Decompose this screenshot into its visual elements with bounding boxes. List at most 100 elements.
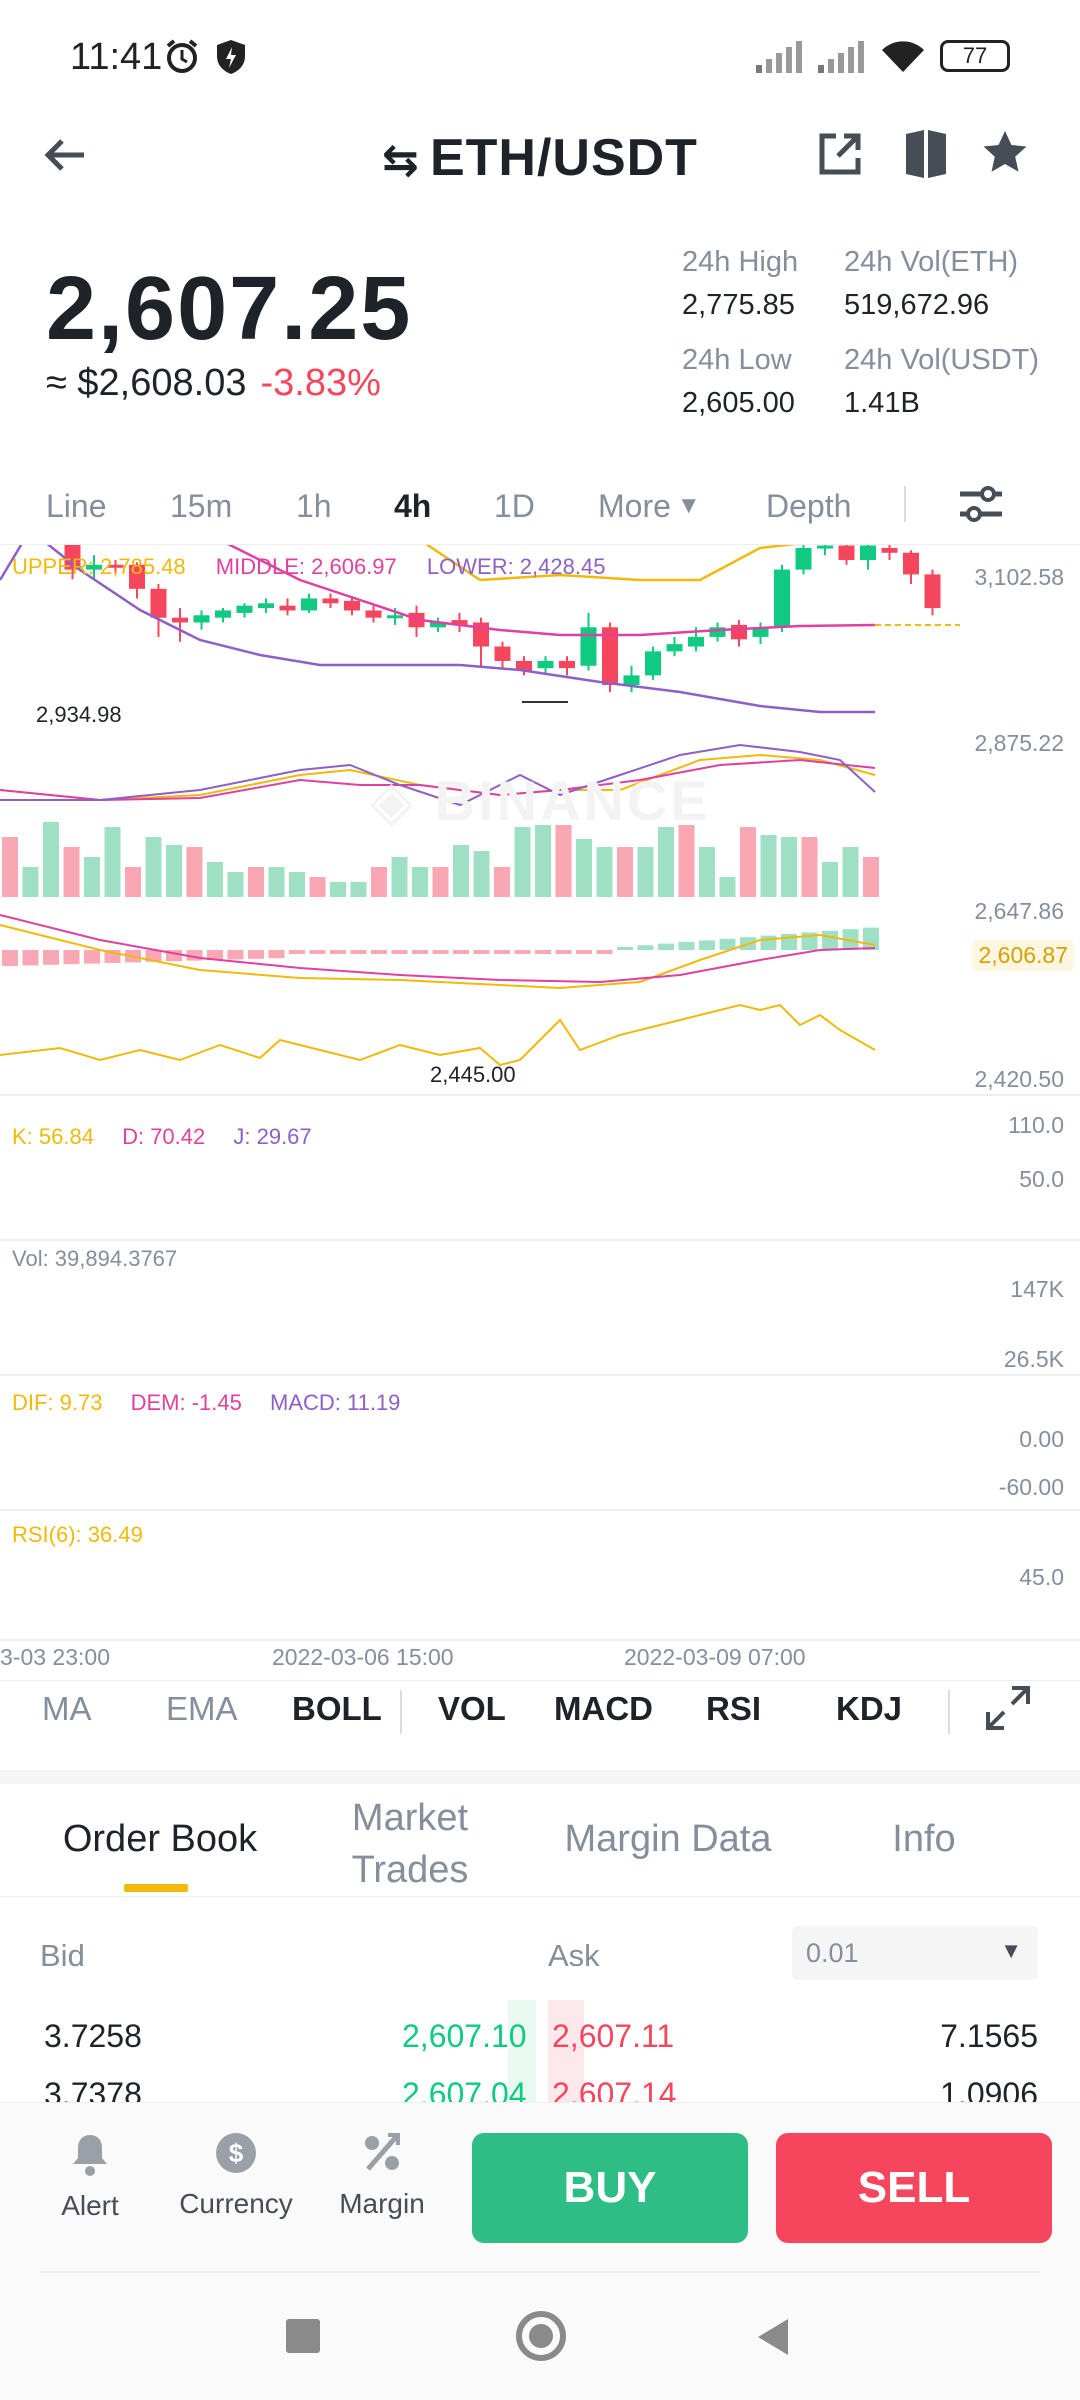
tab-more-label: More [598,488,671,524]
indicator-tabs: MA EMA BOLL VOL MACD RSI KDJ [0,1686,1080,1760]
last-price: 2,607.25 [46,259,413,359]
volume-bar [740,827,756,897]
tab-15m[interactable]: 15m [170,488,233,524]
boll-lower-line [0,528,875,714]
tab-active-indicator [124,1884,188,1892]
indicator-ema[interactable]: EMA [166,1690,238,1727]
macd-bar [576,950,592,954]
alert-button[interactable]: Alert [20,2131,160,2222]
macd-axis-2: -60.00 [998,1474,1064,1500]
macd-bar [371,950,387,954]
candle-body [279,605,296,611]
kdj-legend: K: 56.84 D: 70.42 J: 29.67 [12,1124,312,1150]
high-marker: 2,934.98 [36,702,122,727]
margin-button[interactable]: Margin [312,2131,452,2220]
back-nav-icon[interactable] [754,2317,790,2362]
bid-qty: 3.7258 [44,2018,142,2054]
volume-bar [350,882,367,897]
tab-1d[interactable]: 1D [494,488,535,524]
indicator-divider [948,1690,950,1734]
buy-button[interactable]: BUY [472,2133,748,2243]
precision-select[interactable]: 0.01 ▼ [792,1926,1038,1980]
candle-body [129,564,145,589]
tab-market-trades[interactable]: Market Trades [351,1797,469,1891]
kline-chart[interactable] [0,384,1080,1645]
price-axis-4: 2,420.50 [974,1066,1064,1092]
macd-bar [658,943,674,950]
battery-level: 77 [962,43,988,68]
stat-vol-usdt: 24h Vol(USDT) 1.41B [844,344,1039,420]
share-icon[interactable] [816,130,864,183]
binance-watermark: ◈ BINANCE [370,768,711,834]
kdj-d-line [0,758,876,802]
volume-bar [658,827,674,897]
macd-bar [494,950,510,954]
candle-body [709,627,726,637]
macd-bar [350,950,367,954]
indicator-boll[interactable]: BOLL [292,1690,382,1727]
macd-bar [760,935,777,950]
caret-down-icon: ▼ [676,492,701,519]
macd-dif-label: DIF: 9.73 [12,1390,103,1415]
indicator-rsi[interactable]: RSI [706,1690,762,1727]
volume-bar [514,827,531,897]
bid-price[interactable]: 2,607.10 [402,2018,527,2054]
rsi-legend: RSI(6): 36.49 [12,1522,143,1547]
tab-margin-data[interactable]: Margin Data [564,1818,772,1860]
indicator-macd[interactable]: MACD [554,1690,653,1727]
macd-bar [617,946,633,950]
candle-body [688,636,704,647]
boll-middle-label: MIDDLE: 2,606.97 [215,554,397,579]
currency-button[interactable]: $ Currency [166,2131,306,2220]
section-separator [0,1770,1080,1784]
book-icon[interactable] [902,128,950,185]
macd-bar [596,950,613,954]
candle-body [258,603,274,609]
tab-line[interactable]: Line [46,488,107,524]
candle-body [774,569,790,628]
recents-nav-icon[interactable] [286,2319,320,2353]
home-nav-icon[interactable] [516,2311,566,2361]
candle-body [516,660,532,671]
ask-price[interactable]: 2,607.11 [552,2018,675,2054]
pair-title[interactable]: ⇆ ETH/USDT [0,128,1080,188]
volume-bar [227,872,244,897]
price-axis-2: 2,875.22 [974,730,1064,756]
settings-sliders-icon[interactable] [958,484,1004,531]
stat-vol-usdt-value: 1.41B [844,387,920,419]
star-icon[interactable] [980,128,1030,183]
tab-info[interactable]: Info [892,1818,956,1860]
indicator-vol[interactable]: VOL [438,1690,506,1727]
battery-icon: 77 [940,40,1010,72]
current-price-tag: 2,606.87 [972,940,1074,971]
back-arrow-icon[interactable] [40,130,90,185]
macd-bar [391,950,408,954]
stat-vol-eth-value: 519,672.96 [844,289,990,321]
volume-bar [330,882,346,897]
sell-button[interactable]: SELL [776,2133,1052,2243]
indicator-kdj[interactable]: KDJ [836,1690,903,1727]
stat-vol-usdt-label: 24h Vol(USDT) [844,344,1040,376]
candle-body [580,627,597,666]
margin-label: Margin [339,2188,425,2219]
candle-body [602,627,618,686]
fullscreen-icon[interactable] [984,1684,1032,1737]
macd-dif-line [0,924,876,990]
volume-bar [125,867,141,897]
vol-axis-2: 26.5K [1003,1346,1064,1372]
indicator-ma[interactable]: MA [42,1690,92,1727]
percent-icon [365,2133,400,2171]
volume-bar [473,851,490,897]
volume-bar [617,847,633,897]
chart-svg[interactable] [0,384,1080,1645]
macd-bar [535,950,551,954]
macd-bar [268,950,285,959]
boll-lower-label: LOWER: 2,428.45 [426,554,606,579]
tab-4h[interactable]: 4h [394,488,432,524]
candle-body [86,564,102,570]
tab-order-book[interactable]: Order Book [62,1818,258,1860]
tab-depth[interactable]: Depth [766,488,852,524]
tab-1h[interactable]: 1h [296,488,332,524]
macd-bar [309,950,326,954]
tab-more[interactable]: More ▼ [598,488,701,525]
